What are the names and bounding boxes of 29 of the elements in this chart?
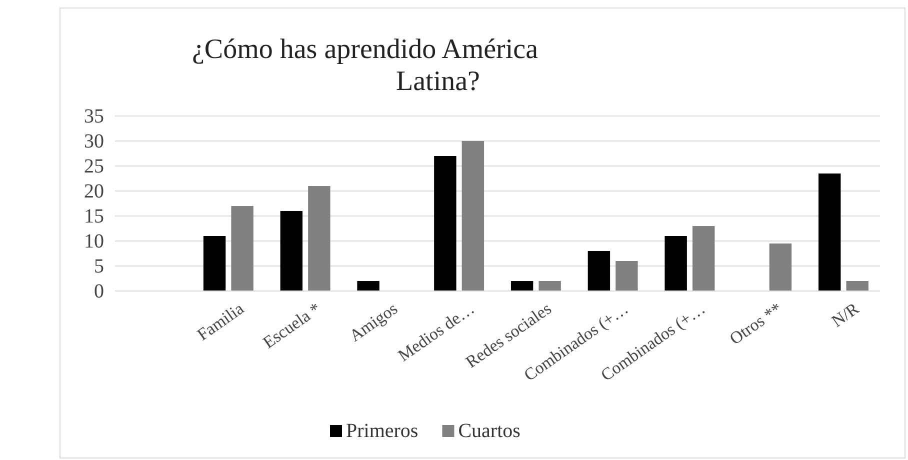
bar [203,236,226,291]
bar [588,251,610,291]
bar [664,236,687,291]
bar [616,261,638,291]
y-tick-label: 0 [94,280,104,302]
y-tick-label: 10 [84,230,104,252]
bar [818,174,841,291]
bar [692,226,715,291]
bar [357,281,380,291]
bar [434,156,456,291]
bar [308,186,330,291]
legend-label: Primeros [346,420,418,442]
x-tick-label: Otros ** [726,298,786,348]
bar [769,244,792,291]
legend-label: Cuartos [458,420,521,442]
bar [280,211,303,291]
bar [231,206,254,291]
bar [846,281,868,291]
y-tick-label: 20 [84,180,104,202]
x-tick-label: N/R [828,298,863,331]
y-tick-label: 35 [84,105,104,128]
bar [462,141,484,291]
bar [538,281,561,291]
bar [510,281,534,291]
y-tick-label: 5 [94,255,104,278]
y-tick-label: 25 [84,155,104,178]
y-tick-label: 30 [84,130,104,152]
y-tick-label: 15 [84,205,104,228]
chart-title: ¿Cómo has aprendido América Latina? [192,34,539,97]
